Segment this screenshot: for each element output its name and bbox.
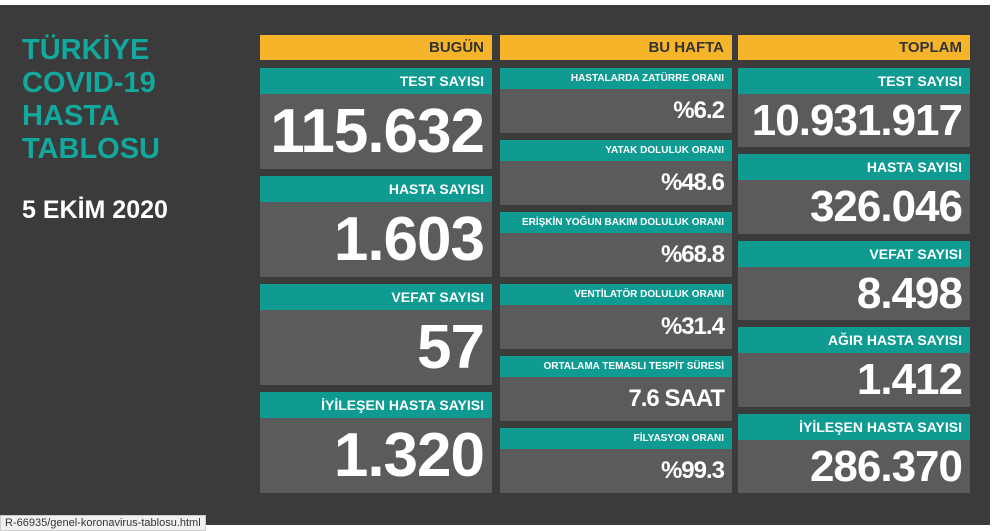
item-value: 115.632	[260, 94, 492, 169]
item-label: HASTA SAYISI	[738, 154, 970, 181]
title-line: COVID-19	[22, 67, 156, 99]
status-url: R-66935/genel-koronavirus-tablosu.html	[0, 515, 206, 531]
date: 5 EKİM 2020	[22, 196, 168, 224]
item-value: 326.046	[738, 180, 970, 234]
item-value: 1.603	[260, 202, 492, 277]
item-value: %68.8	[500, 233, 732, 277]
item-label: TEST SAYISI	[738, 68, 970, 94]
item-label: HASTA SAYISI	[260, 176, 492, 202]
column-header: TOPLAM	[738, 35, 970, 60]
item-label: YATAK DOLULUK ORANI	[500, 140, 732, 161]
item-label: VEFAT SAYISI	[260, 284, 492, 310]
column-header: BUGÜN	[260, 35, 492, 60]
item-label: FİLYASYON ORANI	[500, 428, 732, 449]
item-value: %31.4	[500, 305, 732, 349]
item-value: %48.6	[500, 161, 732, 205]
item-value: 286.370	[738, 439, 970, 493]
item-label: HASTALARDA ZATÜRRE ORANI	[500, 68, 732, 89]
item-value: 1.320	[260, 418, 492, 493]
item-label: VENTİLATÖR DOLULUK ORANI	[500, 284, 732, 305]
title-line: HASTA	[22, 100, 120, 132]
item-label: ORTALAMA TEMASLI TESPİT SÜRESİ	[500, 356, 732, 377]
title-line: TÜRKİYE	[22, 34, 150, 66]
title-line: TABLOSU	[22, 133, 161, 165]
item-label: AĞIR HASTA SAYISI	[738, 327, 970, 354]
item-value: 7.6 SAAT	[500, 377, 732, 421]
column-header: BU HAFTA	[500, 35, 732, 60]
item-value: 1.412	[738, 353, 970, 407]
item-value: 10.931.917	[738, 94, 970, 148]
item-value: %6.2	[500, 89, 732, 133]
item-label: VEFAT SAYISI	[738, 240, 970, 267]
item-label: İYİLEŞEN HASTA SAYISI	[738, 413, 970, 440]
title: TÜRKİYE COVID-19 HASTA TABLOSU	[22, 34, 160, 166]
item-label: ERİŞKİN YOĞUN BAKIM DOLULUK ORANI	[500, 212, 732, 233]
item-value: 8.498	[738, 266, 970, 321]
item-value: %99.3	[500, 449, 732, 493]
item-label: İYİLEŞEN HASTA SAYISI	[260, 392, 492, 418]
item-label: TEST SAYISI	[260, 68, 492, 94]
item-value: 57	[260, 310, 492, 385]
